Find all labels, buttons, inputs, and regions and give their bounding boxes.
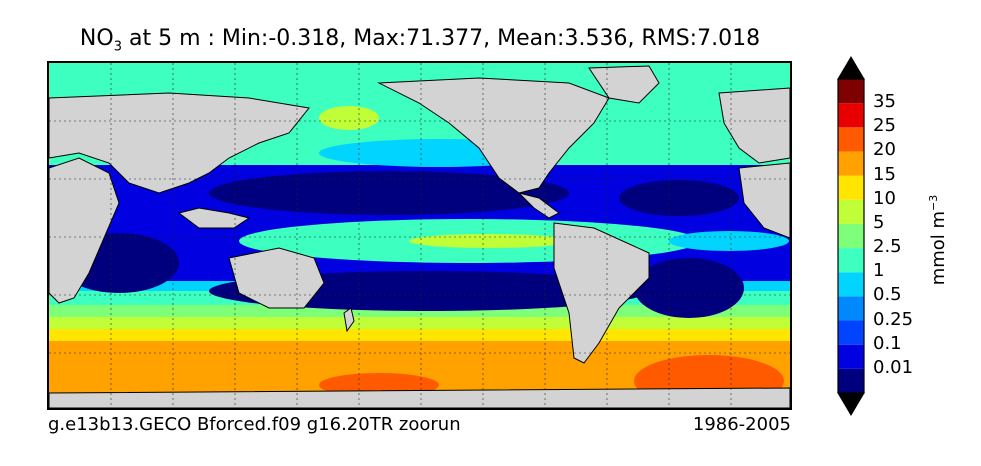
land-africa	[49, 157, 120, 304]
colorbar-tick-label: 10	[873, 187, 896, 209]
north-atlantic-gyre	[619, 180, 739, 216]
colorbar-segment	[838, 296, 864, 321]
colorbar-segment	[838, 199, 864, 224]
map-title: NO3 at 5 m : Min:-0.318, Max:71.377, Mea…	[0, 26, 840, 54]
colorbar-tick-label: 5	[873, 211, 885, 233]
land-north-america	[377, 77, 610, 194]
land-new-zealand	[343, 307, 355, 333]
colorbar-tick-label: 0.25	[873, 308, 914, 330]
colorbar-segment	[838, 79, 864, 104]
title-prefix: NO	[79, 26, 114, 51]
colorbar-segment	[838, 344, 864, 369]
unit-base: mmol m	[928, 210, 949, 286]
colorbar-unit: mmol m−3	[927, 195, 949, 286]
bering-high	[319, 106, 379, 130]
colorbar-tick-label: 20	[873, 139, 896, 161]
colorbar-tick-label: 0.1	[873, 332, 902, 354]
colorbar-tick-label: 35	[873, 91, 896, 113]
land-central-america	[517, 192, 560, 219]
gridlines	[49, 63, 790, 408]
colorbar-segment	[838, 272, 864, 297]
land-australia	[228, 247, 325, 309]
colorbar-tick-label: 1	[873, 260, 885, 282]
north-pacific-gyre	[209, 171, 569, 215]
colorbar-tick-label: 2.5	[873, 236, 902, 258]
colorbar-segment	[838, 151, 864, 176]
land-masses	[49, 65, 790, 408]
land-south-america	[553, 222, 650, 364]
colorbar-segment	[838, 103, 864, 128]
run-name: g.e13b13.GECO Bforced.f09 g16.20TR zooru…	[48, 414, 461, 435]
colorbar-segment	[838, 248, 864, 273]
south-atlantic-gyre	[634, 258, 744, 318]
land-greenland	[588, 65, 660, 104]
colorbar-over-arrow	[837, 56, 865, 80]
ocean-map	[49, 63, 790, 408]
colorbar-segment	[838, 175, 864, 200]
colorbar-segment	[838, 368, 864, 393]
equatorial-pacific-core	[409, 234, 569, 248]
colorbar-tick-label: 15	[873, 163, 896, 185]
equatorial-atlantic-upwelling	[669, 231, 789, 251]
colorbar-segment	[838, 127, 864, 152]
colorbar-tick-label: 0.01	[873, 356, 914, 378]
land-europe	[718, 87, 790, 164]
unit-exponent: −3	[927, 194, 940, 211]
colorbar-tick-label: 25	[873, 115, 896, 137]
land-indonesia	[177, 207, 251, 229]
title-text: at 5 m : Min:-0.318, Max:71.377, Mean:3.…	[121, 26, 761, 51]
land-antarctica	[49, 387, 790, 408]
land-nw-africa	[738, 162, 790, 239]
colorbar	[837, 56, 865, 416]
title-subscript: 3	[113, 39, 122, 55]
map-panel	[47, 61, 792, 410]
time-period: 1986-2005	[692, 414, 791, 435]
colorbar-segment	[838, 320, 864, 345]
land-eurasia	[49, 92, 310, 194]
colorbar-tick-label: 0.5	[873, 284, 902, 306]
colorbar-segment	[838, 223, 864, 249]
colorbar-under-arrow	[837, 392, 865, 416]
